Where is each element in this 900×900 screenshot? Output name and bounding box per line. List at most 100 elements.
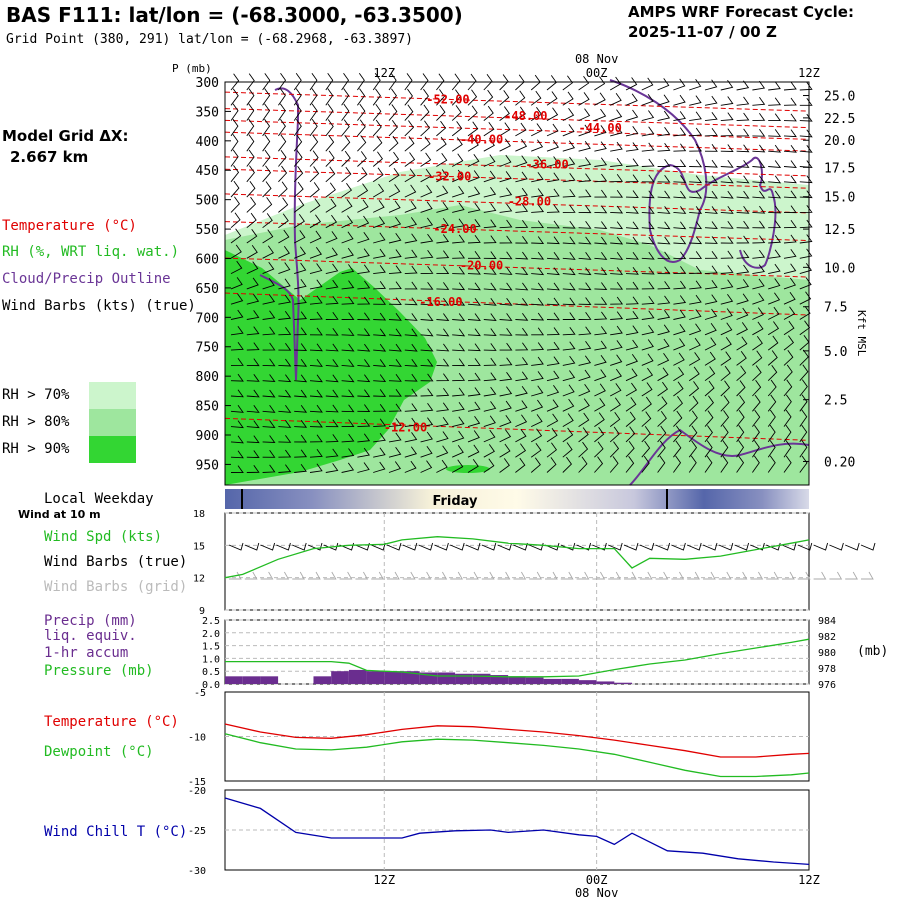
wind-barb [657, 78, 670, 91]
wind-barb [278, 294, 291, 305]
precip-bar [596, 681, 615, 684]
wind-barb [562, 355, 576, 366]
wind-barb [230, 212, 241, 229]
wind-barb [736, 112, 750, 122]
wind-barb [388, 216, 402, 229]
wind-barb [531, 414, 543, 428]
wind-barb [531, 371, 544, 382]
wind-barb [499, 297, 513, 306]
time-tick-label-top: 00Z [586, 66, 608, 80]
wind-barb [467, 137, 479, 152]
wind-barb [783, 249, 797, 259]
wind-barb [373, 389, 387, 397]
wind-barb [625, 221, 639, 230]
wind-barb [641, 367, 654, 382]
wind-barb [673, 381, 684, 397]
wind-barb [578, 92, 590, 106]
wind-barb [262, 134, 271, 152]
wind-barb [736, 380, 746, 397]
wind-barb [799, 82, 813, 91]
wind-barb [594, 441, 604, 458]
grid-wind-barb [687, 571, 700, 580]
wind-barb [309, 419, 323, 428]
wind-barb [562, 75, 574, 91]
wind-barb [357, 72, 365, 91]
wind-barb [783, 277, 797, 290]
wind-barb [689, 236, 703, 245]
wind-barb [767, 350, 778, 366]
wind-barb [594, 397, 606, 412]
wind-barb [594, 340, 607, 351]
wind-barb [452, 358, 466, 367]
temp-contour [224, 168, 810, 189]
wind-barb [357, 151, 367, 167]
wind-barb [610, 296, 624, 305]
wind-barb [515, 342, 529, 351]
grid-wind-barb [276, 571, 290, 580]
wind-barb [420, 446, 433, 458]
wind-barb [309, 103, 318, 121]
wind-barb [278, 420, 292, 428]
wind-barb [610, 325, 623, 336]
wind-barb [641, 236, 655, 245]
cycle-label: AMPS WRF Forecast Cycle: [628, 3, 854, 21]
wind-barb [752, 113, 766, 122]
wind-barb [783, 175, 797, 184]
grid-wind-barb [671, 571, 685, 580]
wind-barb [799, 248, 813, 259]
wind-barb [341, 312, 355, 321]
time-tick-label-top: 12Z [798, 66, 820, 80]
wind-barb [293, 181, 304, 198]
wind-barb [309, 295, 323, 305]
wind-barb [689, 280, 702, 290]
wind-barb [230, 389, 244, 398]
grid-wind-barb [639, 571, 653, 580]
wind-barb [515, 414, 528, 428]
model-grid-value: 2.667 km [10, 148, 89, 166]
wind-barb [373, 433, 386, 443]
wind-barb [689, 79, 702, 91]
pressure-tick-label: 600 [196, 252, 219, 267]
wind-barb [578, 252, 592, 260]
height-tick-label: 0.20 [824, 455, 855, 470]
wind-barb [230, 309, 244, 320]
wind-barb [293, 103, 302, 121]
wind-barb [609, 397, 621, 412]
wind-barb [546, 267, 560, 276]
wind-barb [436, 388, 450, 397]
wind-barb [246, 261, 259, 275]
wind-barb [278, 310, 292, 320]
wind-barb [515, 327, 529, 336]
true-wind-barb [734, 542, 750, 551]
wind-barb [309, 374, 323, 383]
temp-contour-label: -12.00 [384, 420, 427, 434]
wind-barb [499, 429, 512, 443]
temp-tick-label: -15 [188, 777, 206, 788]
wind-barb [657, 338, 670, 351]
wind-barb [404, 460, 417, 473]
wind-barb [404, 343, 418, 352]
wind-barb [388, 184, 401, 198]
wind-barb [436, 89, 445, 106]
wind-barb [420, 201, 433, 213]
rh70-swatch [89, 382, 136, 409]
wind-barb [262, 197, 273, 213]
wind-barb [325, 88, 334, 106]
wind-barb [373, 343, 387, 352]
wind-barb [341, 448, 355, 458]
wind-barb [530, 442, 542, 458]
wind-tick-label: 9 [199, 606, 205, 617]
grid-point-info: Grid Point (380, 291) lat/lon = (-68.296… [6, 32, 413, 47]
wind-barb [704, 455, 713, 473]
wind-barb [783, 320, 795, 336]
wind-barb [768, 81, 781, 91]
wind-barb [515, 220, 529, 229]
wind-barb [625, 77, 638, 91]
wind-barb [246, 450, 260, 458]
wind-barb [689, 175, 703, 184]
legend-rh80: RH > 80% [2, 414, 70, 430]
wind-barb [262, 88, 271, 106]
precip-bar [384, 671, 402, 684]
wind-barb [767, 321, 780, 336]
wind-barb [452, 402, 465, 412]
